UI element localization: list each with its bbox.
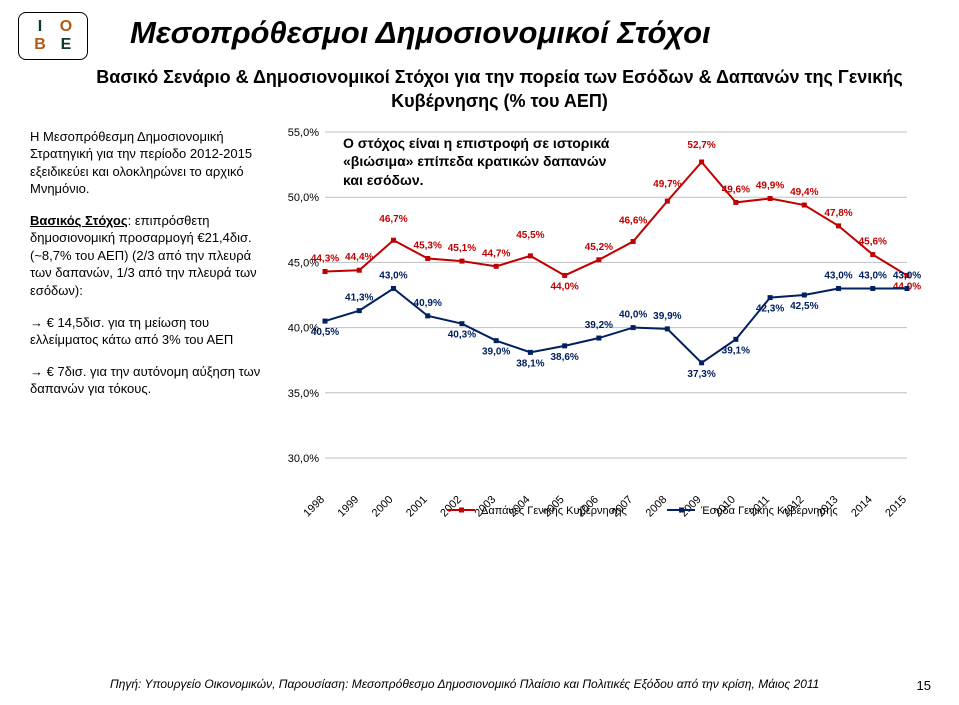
line-chart: Ο στόχος είναι η επιστροφή σε ιστορικά «… (265, 128, 929, 518)
page-title: Μεσοπρόθεσμοι Δημοσιονομικοί Στόχοι (130, 15, 929, 51)
svg-text:1999: 1999 (336, 493, 362, 517)
svg-text:43,0%: 43,0% (379, 270, 407, 281)
svg-text:2009: 2009 (678, 493, 704, 517)
svg-text:43,0%: 43,0% (859, 270, 887, 281)
svg-text:43,0%: 43,0% (893, 270, 921, 281)
svg-text:39,2%: 39,2% (585, 320, 613, 331)
svg-text:2002: 2002 (438, 493, 464, 517)
svg-text:39,1%: 39,1% (722, 345, 750, 356)
svg-text:49,4%: 49,4% (790, 187, 818, 198)
svg-text:40,3%: 40,3% (448, 329, 476, 340)
svg-text:35,0%: 35,0% (288, 387, 319, 399)
logo-letter: E (54, 37, 78, 53)
svg-text:38,1%: 38,1% (516, 358, 544, 369)
svg-text:Έσοδα Γενικής Κυβέρνησης: Έσοδα Γενικής Κυβέρνησης (700, 505, 838, 517)
svg-text:49,7%: 49,7% (653, 179, 681, 190)
svg-text:41,3%: 41,3% (345, 292, 373, 303)
svg-text:45,1%: 45,1% (448, 243, 476, 254)
svg-text:44,4%: 44,4% (345, 252, 373, 263)
svg-text:40,5%: 40,5% (311, 327, 339, 338)
svg-text:50,0%: 50,0% (288, 192, 319, 204)
svg-text:39,9%: 39,9% (653, 310, 681, 321)
svg-text:49,9%: 49,9% (756, 180, 784, 191)
svg-text:2001: 2001 (404, 493, 430, 517)
svg-text:30,0%: 30,0% (288, 453, 319, 465)
svg-text:38,6%: 38,6% (550, 351, 578, 362)
svg-text:52,7%: 52,7% (687, 140, 715, 151)
svg-text:40,9%: 40,9% (414, 297, 442, 308)
svg-text:44,3%: 44,3% (311, 253, 339, 264)
svg-text:42,3%: 42,3% (756, 303, 784, 314)
source-text: Πηγή: Υπουργείο Οικονομικών, Παρουσίαση:… (110, 677, 819, 693)
svg-text:45,2%: 45,2% (585, 241, 613, 252)
svg-text:2008: 2008 (644, 493, 670, 517)
svg-text:45,5%: 45,5% (516, 229, 544, 240)
left-p4: → € 7δισ. για την αυτόνομη αύξηση των δα… (30, 363, 265, 398)
svg-text:45,3%: 45,3% (414, 240, 442, 251)
left-p3: → € 14,5δισ. για τη μείωση του ελλείμματ… (30, 314, 265, 349)
left-column: Η Μεσοπρόθεσμη Δημοσιονομική Στρατηγική … (30, 128, 265, 518)
page-number: 15 (917, 678, 931, 693)
svg-text:Δαπάνες Γενικής Κυβέρνησης: Δαπάνες Γενικής Κυβέρνησης (481, 505, 627, 517)
left-p1: Η Μεσοπρόθεσμη Δημοσιονομική Στρατηγική … (30, 128, 265, 198)
svg-text:46,6%: 46,6% (619, 215, 647, 226)
svg-text:44,7%: 44,7% (482, 248, 510, 259)
svg-text:40,0%: 40,0% (619, 309, 647, 320)
svg-text:2000: 2000 (370, 493, 396, 517)
svg-text:1998: 1998 (301, 493, 327, 517)
logo: I O B E (18, 12, 88, 60)
svg-text:55,0%: 55,0% (288, 128, 319, 139)
svg-text:39,0%: 39,0% (482, 346, 510, 357)
svg-text:44,0%: 44,0% (550, 281, 578, 292)
svg-text:49,6%: 49,6% (722, 184, 750, 195)
logo-letter: O (54, 19, 78, 35)
chart-annotation: Ο στόχος είναι η επιστροφή σε ιστορικά «… (343, 134, 623, 191)
svg-text:2014: 2014 (849, 493, 875, 517)
svg-text:46,7%: 46,7% (379, 214, 407, 225)
svg-text:45,6%: 45,6% (859, 236, 887, 247)
svg-text:37,3%: 37,3% (687, 368, 715, 379)
logo-letter: I (28, 19, 52, 35)
svg-text:42,5%: 42,5% (790, 301, 818, 312)
left-p2: Βασικός Στόχος: επιπρόσθετη δημοσιονομικ… (30, 212, 265, 300)
logo-letter: B (28, 37, 52, 53)
svg-text:2015: 2015 (883, 493, 909, 517)
svg-text:43,0%: 43,0% (824, 270, 852, 281)
subtitle: Βασικό Σενάριο & Δημοσιονομικοί Στόχοι γ… (70, 65, 929, 114)
svg-text:47,8%: 47,8% (824, 207, 852, 218)
